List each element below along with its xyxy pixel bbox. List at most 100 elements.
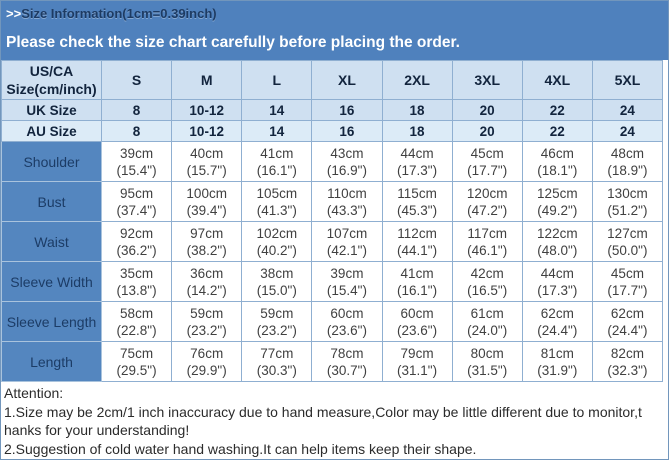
cm-value: 59cm [190,305,224,321]
cm-value: 117cm [467,225,507,241]
attention-notes: Attention: 1.Size may be 2cm/1 inch inac… [1,382,668,458]
size-cell: 60cm (23.6") [381,301,453,342]
au-size-value: 20 [451,120,523,142]
row-label-waist: Waist [1,221,102,262]
cm-value: 105cm [256,185,298,201]
cm-value: 76cm [190,345,224,361]
size-col-s: S [100,60,173,100]
size-cell: 60cm (23.6") [311,301,383,342]
cm-value: 40cm [190,145,224,161]
cm-value: 80cm [470,345,504,361]
cm-value: 41cm [260,145,294,161]
cm-value: 107cm [326,225,368,241]
uk-size-value: 20 [451,99,523,121]
uk-size-row: UK Size 8 10-12 14 16 18 20 22 24 [1,99,664,121]
size-col-2xl: 2XL [381,60,453,100]
size-cell: 120cm (47.2") [451,181,523,222]
cm-value: 43cm [330,145,364,161]
cm-value: 122cm [537,225,578,241]
cm-value: 39cm [120,145,154,161]
cm-value: 127cm [607,225,648,241]
inch-value: (15.7") [186,162,227,178]
inch-value: (22.8") [116,322,157,338]
uk-size-value: 8 [100,99,173,121]
inch-value: (51.2") [607,202,648,218]
size-cell: 39cm (15.4") [311,261,383,302]
cm-value: 42cm [470,265,504,281]
inch-value: (17.3") [397,162,438,178]
size-cell: 62cm (24.4") [591,301,664,342]
size-cell: 105cm (41.3") [241,181,313,222]
size-cell: 44cm (17.3") [381,141,453,182]
inch-value: (14.2") [186,282,227,298]
size-cell: 110cm (43.3") [311,181,383,222]
size-cell: 45cm (17.7") [451,141,523,182]
row-label-length: Length [1,341,102,382]
size-cell: 36cm (14.2") [171,261,243,302]
measurement-row-sleeve-length: Sleeve Length 58cm (22.8") 59cm (23.2") 59… [1,301,664,342]
cm-value: 81cm [540,345,574,361]
size-cell: 44cm (17.3") [521,261,593,302]
inch-value: (23.6") [326,322,367,338]
inch-value: (16.9") [326,162,367,178]
cm-value: 95cm [120,185,154,201]
cm-value: 62cm [540,305,574,321]
uk-size-value: 22 [521,99,593,121]
size-cell: 79cm (31.1") [381,341,453,382]
measurement-row-waist: Waist 92cm (36.2") 97cm (38.2") 102cm (40.2… [1,221,664,262]
inch-value: (40.2") [256,242,297,258]
cm-value: 46cm [540,145,574,161]
size-table: US/CA Size(cm/inch) S M L XL 2XL 3XL 4XL… [1,60,664,382]
row-label-sleeve-width: Sleeve Width [1,261,102,302]
au-size-value: 22 [521,120,593,142]
size-col-4xl: 4XL [521,60,593,100]
uk-size-value: 10-12 [171,99,243,121]
size-cell: 58cm (22.8") [100,301,173,342]
size-cell: 115cm (45.3") [381,181,453,222]
size-cell: 40cm (15.7") [171,141,243,182]
row-label-shoulder: Shoulder [1,141,102,182]
cm-value: 100cm [186,185,227,201]
cm-value: 45cm [610,265,644,281]
cm-value: 45cm [470,145,504,161]
size-cell: 127cm (50.0") [591,221,664,262]
au-size-value: 10-12 [171,120,243,142]
size-col-xl: XL [311,60,383,100]
cm-value: 78cm [330,345,364,361]
cm-value: 60cm [330,305,364,321]
size-cell: 43cm (16.9") [311,141,383,182]
inch-value: (29.5") [116,362,157,378]
au-size-value: 8 [100,120,173,142]
inch-value: (31.5") [467,362,508,378]
attention-note-1b: hanks for your understanding! [4,422,190,438]
cm-value: 125cm [537,185,578,201]
inch-value: (39.4") [186,202,227,218]
size-cell: 35cm (13.8") [100,261,173,302]
uk-size-value: 24 [591,99,664,121]
au-size-value: 16 [311,120,383,142]
inch-value: (41.3") [256,202,297,218]
inch-value: (15.4") [116,162,157,178]
size-table-wrap: US/CA Size(cm/inch) S M L XL 2XL 3XL 4XL… [1,60,668,382]
inch-value: (43.3") [326,202,367,218]
cm-value: 58cm [120,305,154,321]
size-cell: 122cm (48.0") [521,221,593,262]
inch-value: (38.2") [186,242,227,258]
size-cell: 62cm (24.4") [521,301,593,342]
cm-value: 39cm [330,265,364,281]
inch-value: (42.1") [326,242,367,258]
size-cell: 76cm (29.9") [171,341,243,382]
title-chevrons: >> [6,6,22,21]
size-cell: 59cm (23.2") [241,301,313,342]
size-cell: 125cm (49.2") [521,181,593,222]
inch-value: (18.9") [607,162,648,178]
title-bar: >>Size Information(1cm=0.39inch) [1,1,668,27]
uk-size-value: 16 [311,99,383,121]
size-cell: 59cm (23.2") [171,301,243,342]
inch-value: (29.9") [186,362,227,378]
cm-value: 44cm [540,265,574,281]
corner-line2: Size(cm/inch) [6,81,97,97]
size-cell: 102cm (40.2") [241,221,313,262]
inch-value: (48.0") [537,242,578,258]
cm-value: 48cm [610,145,644,161]
